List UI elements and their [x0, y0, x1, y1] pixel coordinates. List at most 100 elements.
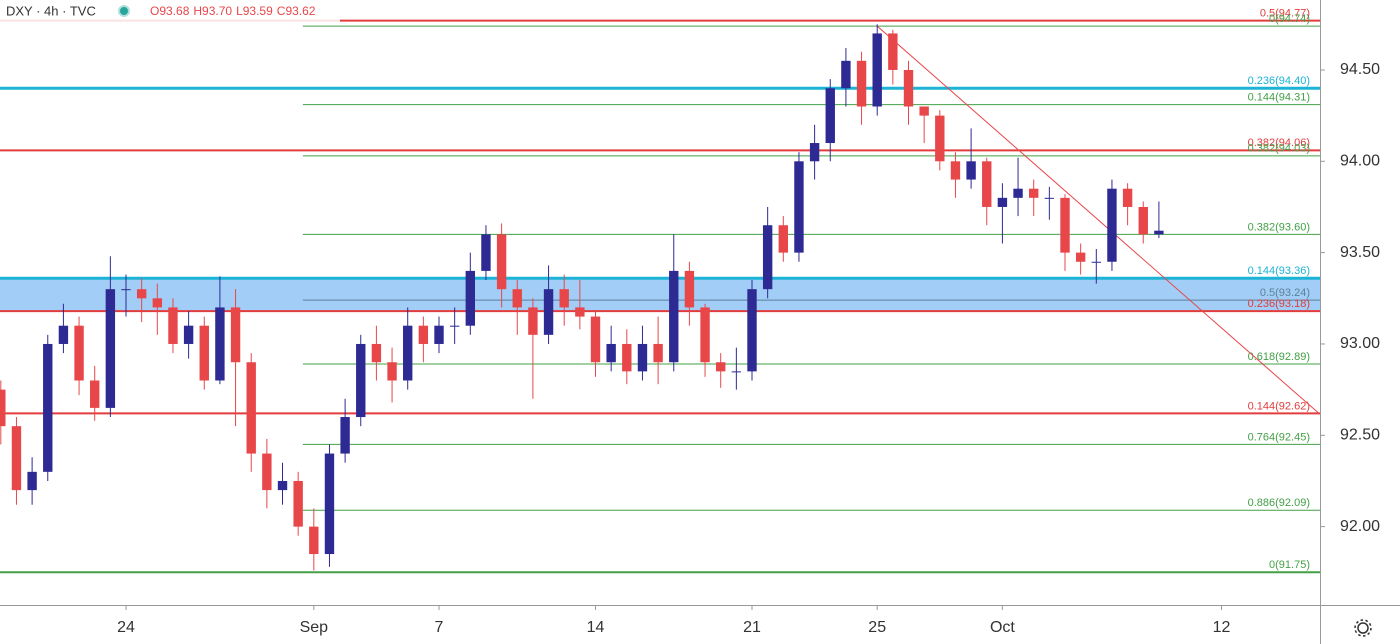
- x-tick-label: Oct: [990, 619, 1015, 636]
- candle-body: [340, 417, 350, 454]
- candle: [606, 325, 616, 372]
- candle-body: [168, 307, 178, 344]
- candle: [58, 303, 69, 354]
- candle: [74, 316, 84, 396]
- candle-body: [0, 389, 6, 427]
- candle-body: [1013, 188, 1023, 198]
- candle-body: [700, 307, 710, 363]
- candle-body: [622, 343, 632, 372]
- candle: [418, 316, 429, 363]
- candle: [293, 471, 303, 536]
- fib-label: 0.5(93.24): [1260, 287, 1310, 299]
- candle-body: [418, 325, 429, 344]
- candle: [121, 274, 131, 317]
- candle: [277, 462, 288, 505]
- candle-body: [58, 325, 69, 344]
- candle: [105, 256, 116, 418]
- candle-body: [590, 316, 601, 363]
- fib-label: 0.144(92.62): [1248, 400, 1310, 412]
- candle-body: [1154, 230, 1164, 235]
- candle: [747, 280, 757, 381]
- candle-body: [371, 343, 382, 363]
- candle: [825, 79, 835, 162]
- y-tick-label: 94.50: [1340, 61, 1380, 78]
- gear-icon[interactable]: [1354, 619, 1372, 637]
- candle-body: [11, 426, 22, 491]
- fib-label: 0(94.74): [1269, 13, 1310, 25]
- candle: [528, 298, 538, 399]
- candle: [637, 325, 648, 381]
- candle-body: [1107, 188, 1117, 262]
- candle: [199, 316, 209, 390]
- fib-label: 0.382(94.03): [1248, 143, 1310, 155]
- candle-body: [74, 325, 84, 381]
- candle: [309, 508, 319, 571]
- candle-body: [481, 234, 491, 271]
- candle: [684, 261, 695, 326]
- candle-body: [841, 60, 851, 89]
- candle-body: [637, 343, 648, 372]
- candle: [496, 223, 507, 308]
- plot-area: 0.5(94.77)0(94.74) 0.236(94.40) 0.144(94.3…: [0, 8, 1321, 574]
- candle-body: [966, 161, 976, 180]
- candle: [762, 206, 773, 299]
- candle-body: [935, 115, 945, 162]
- candle-body: [230, 307, 241, 363]
- candle-body: [809, 143, 820, 162]
- header-background: [0, 0, 340, 24]
- candle-body: [309, 526, 319, 555]
- candle-body: [1029, 188, 1039, 198]
- candle-body: [199, 325, 209, 381]
- candle: [230, 289, 241, 427]
- candle-body: [653, 343, 663, 363]
- candle: [700, 303, 710, 377]
- candle-body: [183, 325, 194, 344]
- candle-body: [512, 289, 522, 308]
- candle-body: [434, 325, 444, 344]
- candle: [356, 334, 366, 427]
- y-tick-label: 93.00: [1340, 335, 1380, 352]
- fib-label: 0.382(94.06): [1248, 137, 1310, 149]
- candle-body: [762, 225, 773, 290]
- fib-label: 0.618(92.89): [1248, 351, 1310, 363]
- candle-body: [872, 33, 882, 107]
- candle: [43, 334, 53, 481]
- candle: [856, 51, 867, 125]
- candle: [778, 216, 788, 262]
- fib-label: 0.144(94.31): [1248, 92, 1310, 104]
- candle-body: [575, 307, 585, 317]
- candle: [997, 183, 1008, 244]
- candle-body: [888, 33, 898, 70]
- candle: [543, 265, 554, 344]
- candle: [809, 124, 820, 180]
- candle: [950, 152, 961, 198]
- candle-body: [324, 453, 335, 555]
- candle: [434, 316, 444, 354]
- candle-body: [1044, 197, 1055, 199]
- candle-body: [403, 325, 413, 381]
- candle-body: [1138, 206, 1148, 235]
- candle-body: [606, 343, 616, 363]
- x-tick-label: 21: [743, 619, 761, 636]
- fib-label: 0.886(92.09): [1248, 497, 1310, 509]
- candle-body: [152, 298, 163, 308]
- candle-body: [747, 289, 757, 372]
- candle-body: [543, 289, 554, 335]
- candle-body: [90, 380, 100, 408]
- candle-body: [669, 270, 679, 363]
- candle: [731, 347, 742, 390]
- candle-body: [1060, 197, 1070, 253]
- candle: [669, 234, 679, 372]
- candle: [1044, 186, 1055, 220]
- fib-label: 0.236(94.40): [1248, 75, 1310, 87]
- candle-body: [356, 343, 366, 418]
- y-tick-label: 92.50: [1340, 427, 1380, 444]
- candle-body: [919, 106, 929, 116]
- x-tick-label: 24: [117, 619, 135, 636]
- candle-body: [262, 453, 272, 491]
- candle: [559, 274, 569, 326]
- candle: [512, 280, 522, 335]
- candle: [1107, 179, 1117, 271]
